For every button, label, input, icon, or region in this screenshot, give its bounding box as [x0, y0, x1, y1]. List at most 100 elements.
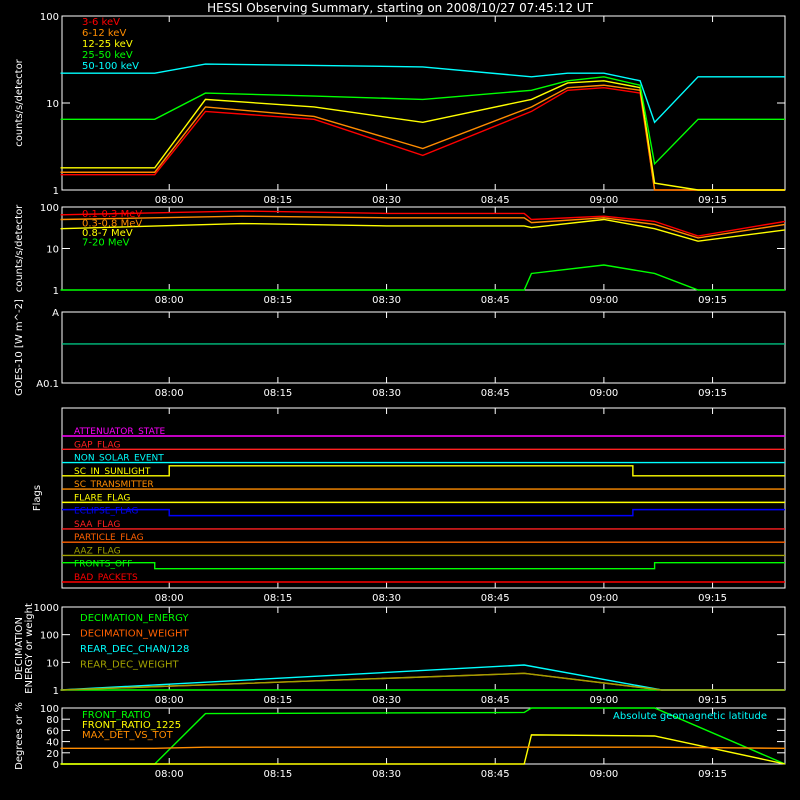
series-line-rear-dec-weight: [60, 672, 785, 691]
series-line-7-20-mev: [60, 264, 785, 291]
x-tick-label: 08:45: [481, 295, 510, 306]
y-axis-label: ENERGY or weight: [24, 603, 35, 694]
y-axis-label: Flags: [32, 485, 43, 511]
legend-entry: 7-20 MeV: [82, 238, 130, 249]
y-tick-label: 100: [40, 12, 59, 23]
panel-3-frame: [61, 311, 786, 384]
series-line-6-12-kev: [60, 84, 785, 191]
legend-entry: 12-25 keV: [82, 39, 133, 50]
x-tick-label: 08:45: [481, 593, 510, 604]
x-tick-label: 08:15: [263, 769, 292, 780]
flag-line-eclipse-flag: [62, 508, 785, 517]
legend-entry: REAR_DEC_WEIGHT: [80, 660, 179, 671]
flag-label: NON_SOLAR_EVENT: [74, 454, 164, 464]
x-tick-label: 08:00: [155, 388, 184, 399]
y-tick-label: A0.1: [36, 379, 59, 390]
x-tick-label: 09:15: [698, 388, 727, 399]
x-tick-label: 09:00: [589, 388, 618, 399]
y-tick-label: 10: [46, 99, 59, 110]
x-tick-label: 08:00: [155, 769, 184, 780]
series-line-0-8-7-mev: [60, 218, 786, 242]
x-tick-label: 09:00: [589, 295, 618, 306]
x-tick-label: 08:30: [372, 695, 401, 706]
series-line-3-6-kev: [60, 86, 785, 191]
y-axis-label: DECIMATION: [14, 617, 25, 680]
y-tick-label: 60: [46, 726, 59, 737]
x-tick-label: 08:15: [263, 695, 292, 706]
legend-entry: FRONT_RATIO: [82, 710, 151, 721]
y-tick-label: 0: [53, 760, 59, 771]
y-tick-label: 10: [46, 658, 59, 669]
x-tick-label: 08:00: [155, 695, 184, 706]
legend-entry: 3-6 keV: [82, 17, 120, 28]
flag-label: PARTICLE_FLAG: [74, 533, 144, 543]
x-tick-label: 08:30: [372, 769, 401, 780]
x-tick-label: 09:00: [589, 593, 618, 604]
y-tick-label: 100: [40, 203, 59, 214]
y-tick-label: 10: [46, 245, 59, 256]
x-tick-label: 08:45: [481, 769, 510, 780]
legend-entry: REAR_DEC_CHAN/128: [80, 644, 189, 655]
x-tick-label: 09:15: [698, 695, 727, 706]
x-tick-label: 08:45: [481, 195, 510, 206]
panel-4-frame: [61, 407, 786, 589]
legend-entry: 0.8-7 MeV: [82, 228, 133, 239]
flag-label: ATTENUATOR_STATE: [74, 427, 166, 437]
flag-label: AAZ_FLAG: [74, 546, 121, 556]
x-tick-label: 08:00: [155, 195, 184, 206]
x-tick-label: 08:00: [155, 295, 184, 306]
y-axis-label: GOES-10 [W m^-2]: [14, 299, 25, 396]
flag-label: SC_TRANSMITTER: [74, 480, 154, 490]
y-tick-label: 1: [53, 186, 59, 197]
flag-label: BAD_PACKETS: [74, 573, 138, 583]
flag-label: FLARE_FLAG: [74, 493, 130, 503]
x-tick-label: 09:15: [698, 195, 727, 206]
y-tick-label: 1: [53, 286, 59, 297]
legend-entry: 0.1-0.3 MeV: [82, 209, 142, 220]
x-tick-label: 08:15: [263, 388, 292, 399]
x-tick-label: 09:15: [698, 769, 727, 780]
series-line-50-100-kev: [60, 63, 785, 124]
y-tick-label: A: [52, 308, 59, 319]
legend-entry: 25-50 keV: [82, 50, 133, 61]
x-tick-label: 08:00: [155, 593, 184, 604]
y-tick-label: 1000: [34, 603, 59, 614]
legend-entry: 50-100 keV: [82, 61, 139, 72]
legend-entry: MAX_DET_VS_TOT: [82, 730, 174, 741]
flag-line-fronts-off: [62, 562, 785, 570]
x-tick-label: 08:15: [263, 295, 292, 306]
x-tick-label: 08:15: [263, 593, 292, 604]
series-line-12-25-kev: [60, 80, 785, 191]
x-tick-label: 08:30: [372, 295, 401, 306]
flag-label: FRONTS_OFF: [74, 560, 132, 570]
figure-title: HESSI Observing Summary, starting on 200…: [207, 1, 593, 15]
y-axis-label: counts/s/detector: [14, 204, 25, 292]
x-tick-label: 08:45: [481, 695, 510, 706]
series-line-25-50-kev: [60, 76, 785, 166]
legend-entry: DECIMATION_ENERGY: [80, 613, 189, 624]
flag-label: GAP_FLAG: [74, 440, 120, 450]
y-tick-label: 40: [46, 738, 59, 749]
x-tick-label: 09:00: [589, 769, 618, 780]
x-tick-label: 08:15: [263, 195, 292, 206]
x-tick-label: 08:30: [372, 593, 401, 604]
panel-2-frame: [61, 206, 786, 291]
series-line-0-3-0-8-mev: [60, 215, 786, 239]
x-tick-label: 08:45: [481, 388, 510, 399]
legend-entry: DECIMATION_WEIGHT: [80, 629, 189, 640]
y-tick-label: 100: [40, 704, 59, 715]
x-tick-label: 08:30: [372, 388, 401, 399]
flag-label: SC_IN_SUNLIGHT: [74, 467, 151, 477]
annotation-geomagnetic-latitude: Absolute geomagnetic latitude: [613, 711, 767, 722]
flag-label: ECLIPSE_FLAG: [74, 507, 138, 517]
legend-entry: 6-12 keV: [82, 28, 126, 39]
panel-1-frame: [61, 15, 786, 191]
legend-entry: FRONT_RATIO_1225: [82, 720, 181, 731]
y-tick-label: 80: [46, 715, 59, 726]
x-tick-label: 09:15: [698, 593, 727, 604]
y-tick-label: 1: [53, 686, 59, 697]
series-line-front-ratio-1225: [60, 734, 786, 765]
flag-label: SAA_FLAG: [74, 520, 120, 530]
